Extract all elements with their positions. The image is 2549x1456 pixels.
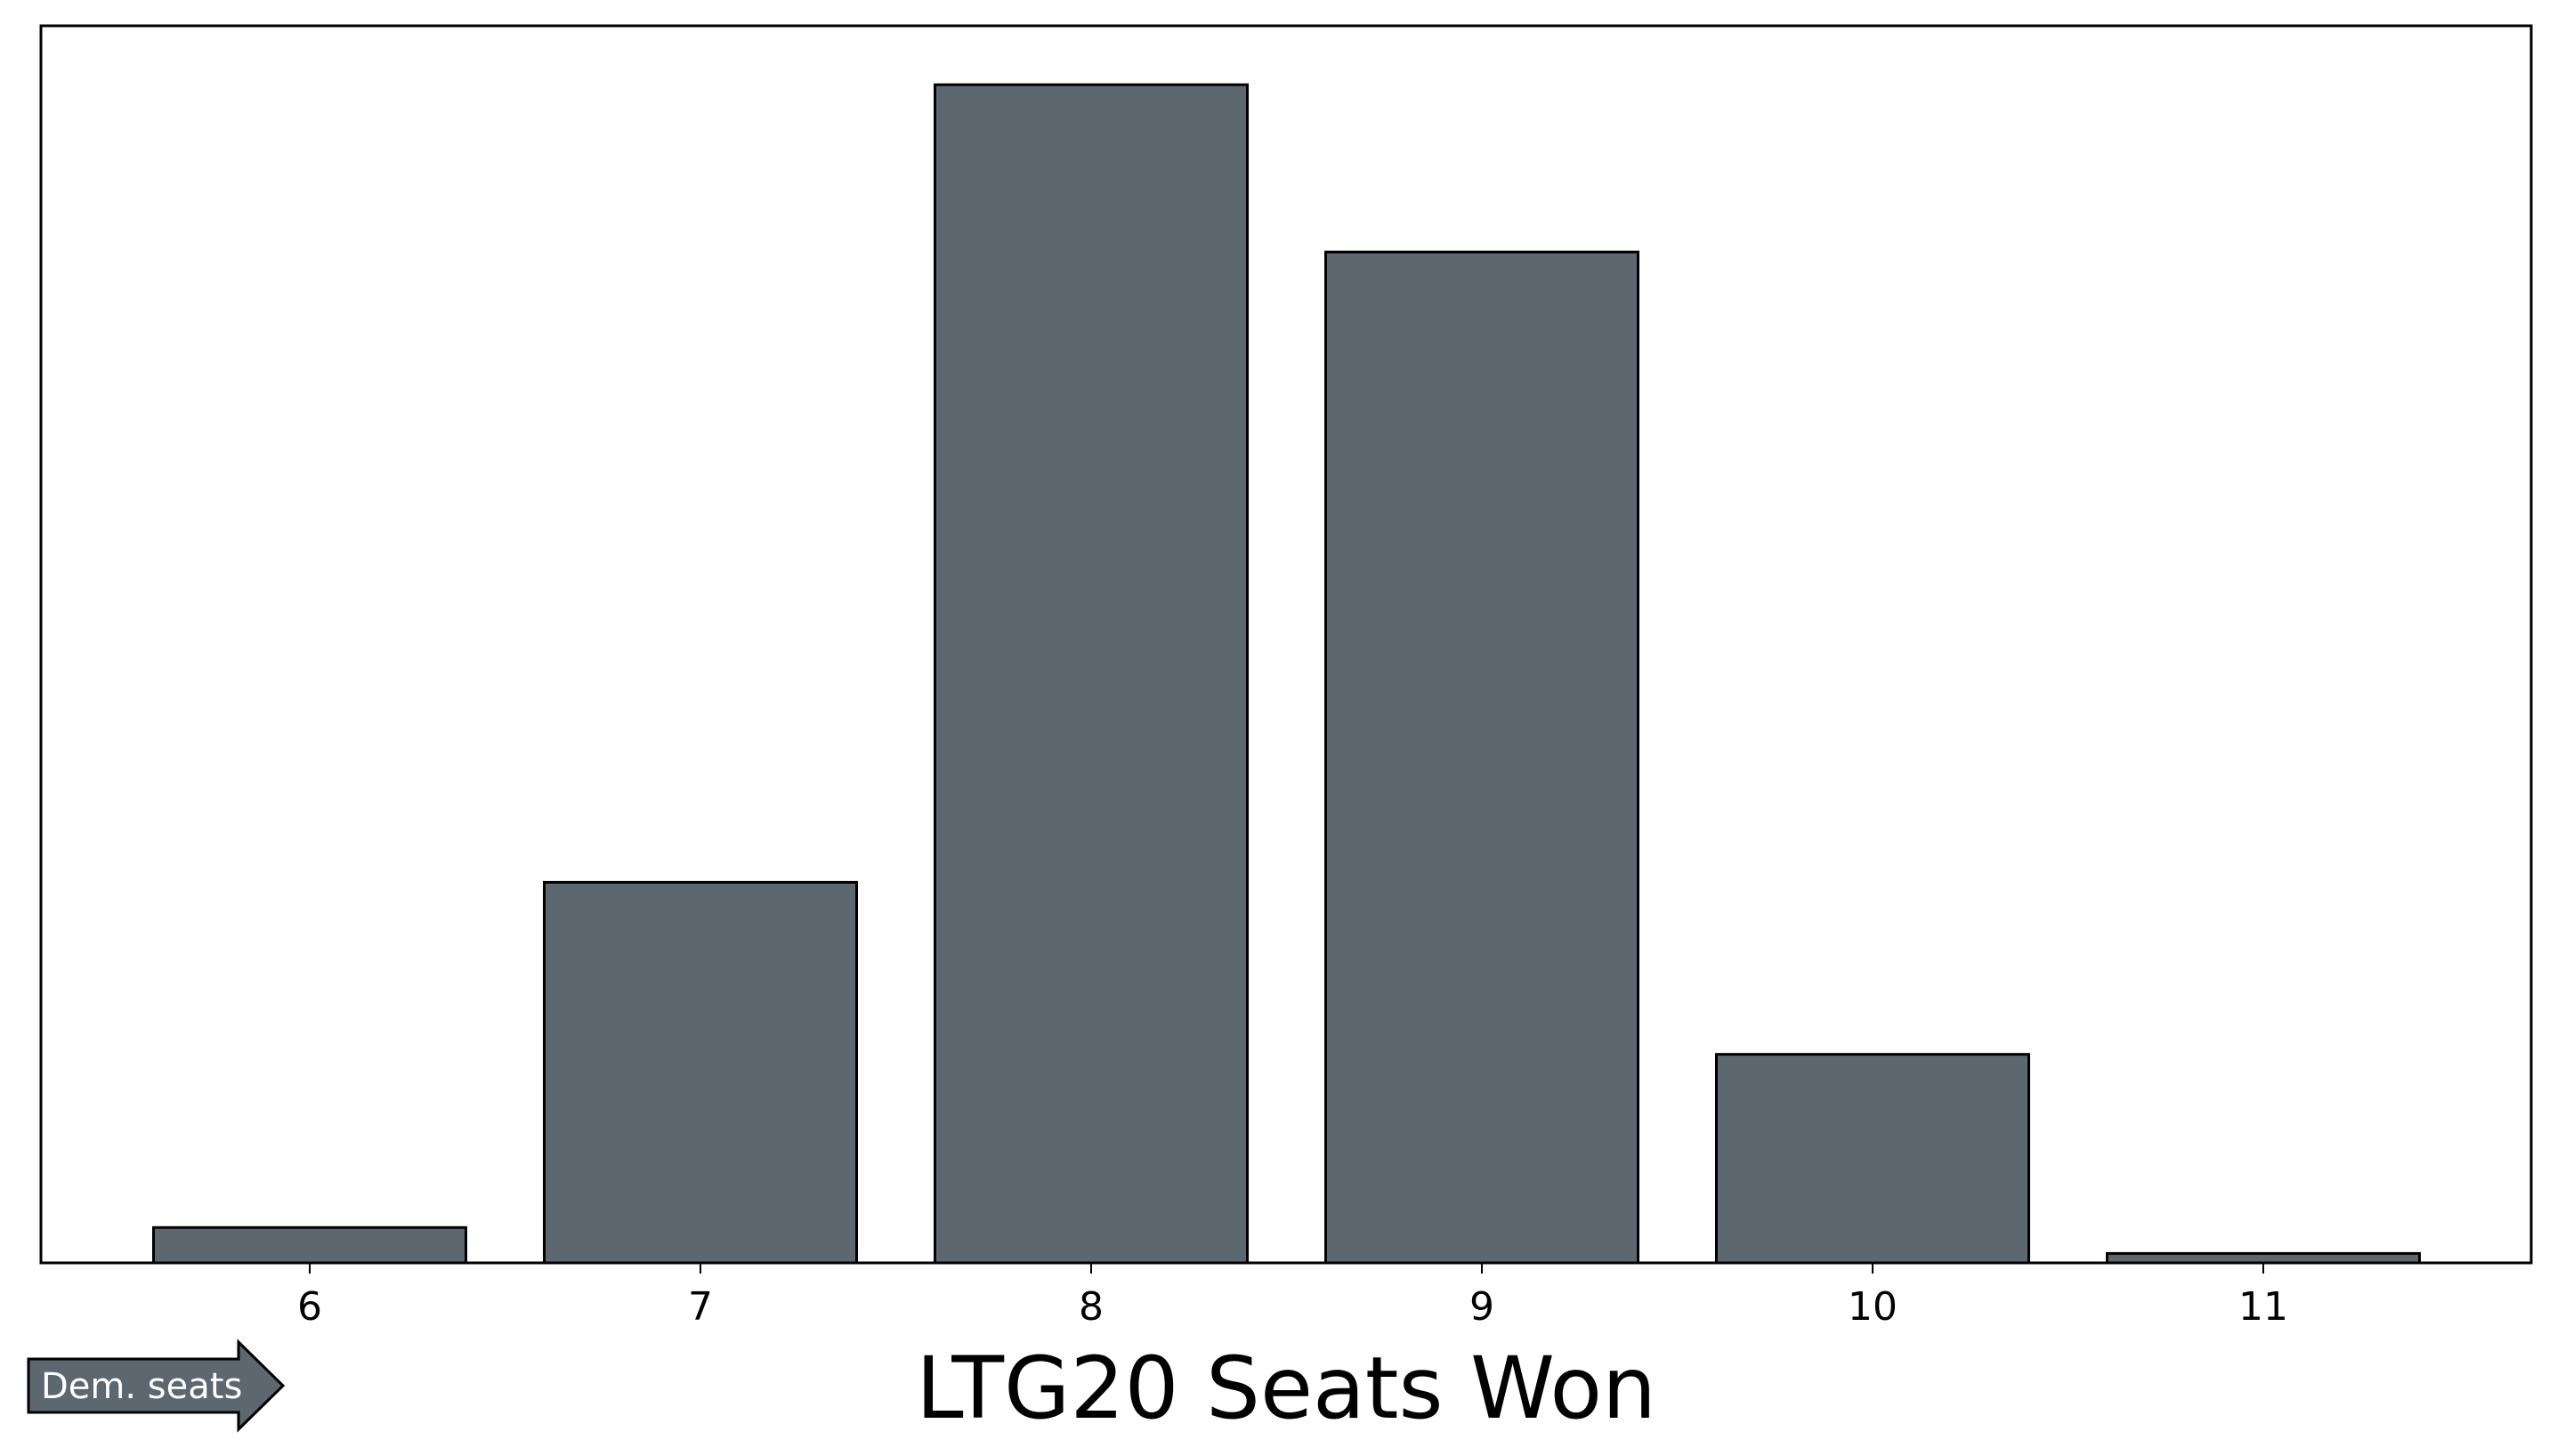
- x-tick-label-8: 8: [1079, 1284, 1104, 1330]
- x-axis-label: LTG20 Seats Won: [916, 1339, 1656, 1438]
- x-tick-label-10: 10: [1848, 1284, 1898, 1330]
- x-tick-label-11: 11: [2238, 1284, 2288, 1330]
- bar-10: [1715, 1053, 2030, 1265]
- bar-8: [934, 83, 1249, 1265]
- plot-background: [41, 26, 2531, 1263]
- x-tick-label-9: 9: [1469, 1284, 1494, 1330]
- x-axis: 6 7 8 9 10 11: [297, 1263, 2288, 1330]
- x-tick-label-6: 6: [297, 1284, 322, 1330]
- bar-11: [2106, 1251, 2421, 1265]
- arrow-right-icon: [27, 1339, 286, 1433]
- arrow-label: Dem. seats: [41, 1366, 242, 1407]
- bar-7: [543, 880, 858, 1265]
- bar-6: [152, 1225, 467, 1265]
- plot-frame: [39, 24, 2533, 1265]
- bar-9: [1324, 250, 1639, 1265]
- bars: [152, 83, 2421, 1265]
- x-tick-label-7: 7: [688, 1284, 713, 1330]
- dem-seats-arrow: Dem. seats: [27, 1339, 286, 1433]
